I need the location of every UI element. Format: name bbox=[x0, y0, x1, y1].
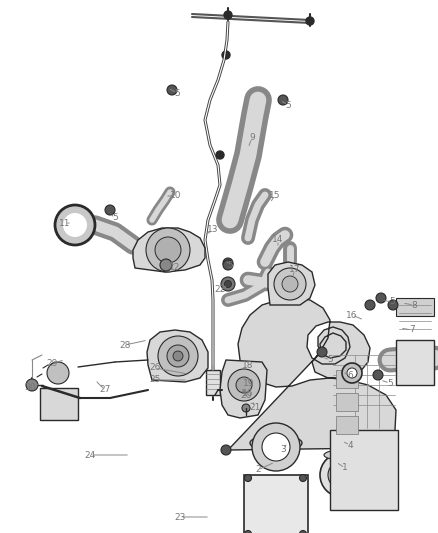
Circle shape bbox=[105, 205, 115, 215]
Circle shape bbox=[342, 363, 362, 383]
Circle shape bbox=[221, 277, 235, 291]
Circle shape bbox=[258, 425, 294, 461]
Circle shape bbox=[278, 95, 288, 105]
Text: 5: 5 bbox=[327, 356, 333, 365]
Text: 7: 7 bbox=[409, 326, 415, 335]
Circle shape bbox=[160, 259, 172, 271]
Text: 20: 20 bbox=[240, 391, 252, 400]
Text: 15: 15 bbox=[269, 190, 281, 199]
Circle shape bbox=[242, 404, 250, 412]
Circle shape bbox=[223, 258, 233, 268]
Text: 19: 19 bbox=[243, 378, 255, 387]
Text: 21: 21 bbox=[249, 402, 261, 411]
Bar bbox=[330, 430, 398, 510]
Text: 9: 9 bbox=[249, 133, 255, 142]
Text: 3: 3 bbox=[280, 445, 286, 454]
Ellipse shape bbox=[250, 435, 302, 451]
Text: 5: 5 bbox=[387, 378, 393, 387]
Circle shape bbox=[320, 453, 364, 497]
Circle shape bbox=[236, 377, 252, 393]
Circle shape bbox=[225, 280, 232, 287]
Bar bbox=[244, 475, 308, 533]
Text: 5: 5 bbox=[285, 101, 291, 109]
Text: 18: 18 bbox=[242, 360, 254, 369]
Circle shape bbox=[158, 336, 198, 376]
Bar bbox=[336, 370, 358, 388]
Circle shape bbox=[365, 300, 375, 310]
Text: 13: 13 bbox=[207, 225, 219, 235]
Bar bbox=[336, 393, 358, 411]
Circle shape bbox=[300, 474, 307, 481]
Text: 30: 30 bbox=[24, 384, 36, 392]
Text: 5: 5 bbox=[227, 261, 233, 270]
Text: 4: 4 bbox=[347, 440, 353, 449]
Circle shape bbox=[274, 268, 306, 300]
Polygon shape bbox=[133, 228, 205, 272]
Circle shape bbox=[388, 300, 398, 310]
Text: 29: 29 bbox=[46, 359, 58, 367]
Circle shape bbox=[306, 17, 314, 25]
Text: 5: 5 bbox=[112, 214, 118, 222]
Text: 22: 22 bbox=[214, 286, 226, 295]
Text: 17: 17 bbox=[289, 265, 301, 274]
Bar bbox=[206, 370, 220, 395]
Text: 27: 27 bbox=[99, 385, 111, 394]
Circle shape bbox=[224, 11, 232, 19]
Circle shape bbox=[252, 423, 300, 471]
Circle shape bbox=[244, 530, 251, 533]
Circle shape bbox=[167, 345, 189, 367]
Text: 26: 26 bbox=[149, 364, 161, 373]
Text: 24: 24 bbox=[85, 450, 95, 459]
Circle shape bbox=[376, 293, 386, 303]
Text: 1: 1 bbox=[342, 464, 348, 472]
Bar bbox=[396, 298, 434, 316]
Polygon shape bbox=[220, 360, 267, 418]
Circle shape bbox=[216, 151, 224, 159]
Text: 11: 11 bbox=[59, 219, 71, 228]
Circle shape bbox=[173, 351, 183, 361]
Text: 8: 8 bbox=[411, 301, 417, 310]
Text: 23: 23 bbox=[174, 513, 186, 521]
Circle shape bbox=[167, 85, 177, 95]
Circle shape bbox=[221, 445, 231, 455]
Circle shape bbox=[300, 530, 307, 533]
Circle shape bbox=[317, 347, 327, 357]
Ellipse shape bbox=[349, 443, 371, 453]
Polygon shape bbox=[228, 298, 396, 450]
Text: 2: 2 bbox=[255, 465, 261, 474]
Circle shape bbox=[26, 379, 38, 391]
Bar bbox=[40, 388, 78, 420]
Text: 10: 10 bbox=[170, 191, 182, 200]
Circle shape bbox=[222, 51, 230, 59]
Text: 16: 16 bbox=[346, 311, 358, 319]
Bar bbox=[396, 340, 434, 385]
Circle shape bbox=[47, 362, 69, 384]
Circle shape bbox=[262, 433, 290, 461]
Text: 5: 5 bbox=[174, 88, 180, 98]
Circle shape bbox=[347, 368, 357, 378]
Circle shape bbox=[335, 468, 349, 482]
Text: 16: 16 bbox=[242, 389, 254, 398]
Circle shape bbox=[228, 369, 260, 401]
Text: 14: 14 bbox=[272, 236, 284, 245]
Circle shape bbox=[63, 213, 87, 237]
Circle shape bbox=[328, 461, 356, 489]
Text: 25: 25 bbox=[149, 376, 161, 384]
Polygon shape bbox=[268, 262, 315, 305]
Polygon shape bbox=[147, 330, 208, 382]
Circle shape bbox=[223, 260, 233, 270]
Circle shape bbox=[55, 205, 95, 245]
Bar bbox=[336, 416, 358, 434]
Text: 5: 5 bbox=[389, 297, 395, 306]
Ellipse shape bbox=[324, 450, 360, 460]
Circle shape bbox=[155, 237, 181, 263]
Text: 6: 6 bbox=[347, 370, 353, 379]
Circle shape bbox=[282, 276, 298, 292]
Circle shape bbox=[373, 370, 383, 380]
Circle shape bbox=[146, 228, 190, 272]
Circle shape bbox=[244, 474, 251, 481]
Text: 12: 12 bbox=[170, 262, 181, 271]
Text: 28: 28 bbox=[119, 341, 131, 350]
